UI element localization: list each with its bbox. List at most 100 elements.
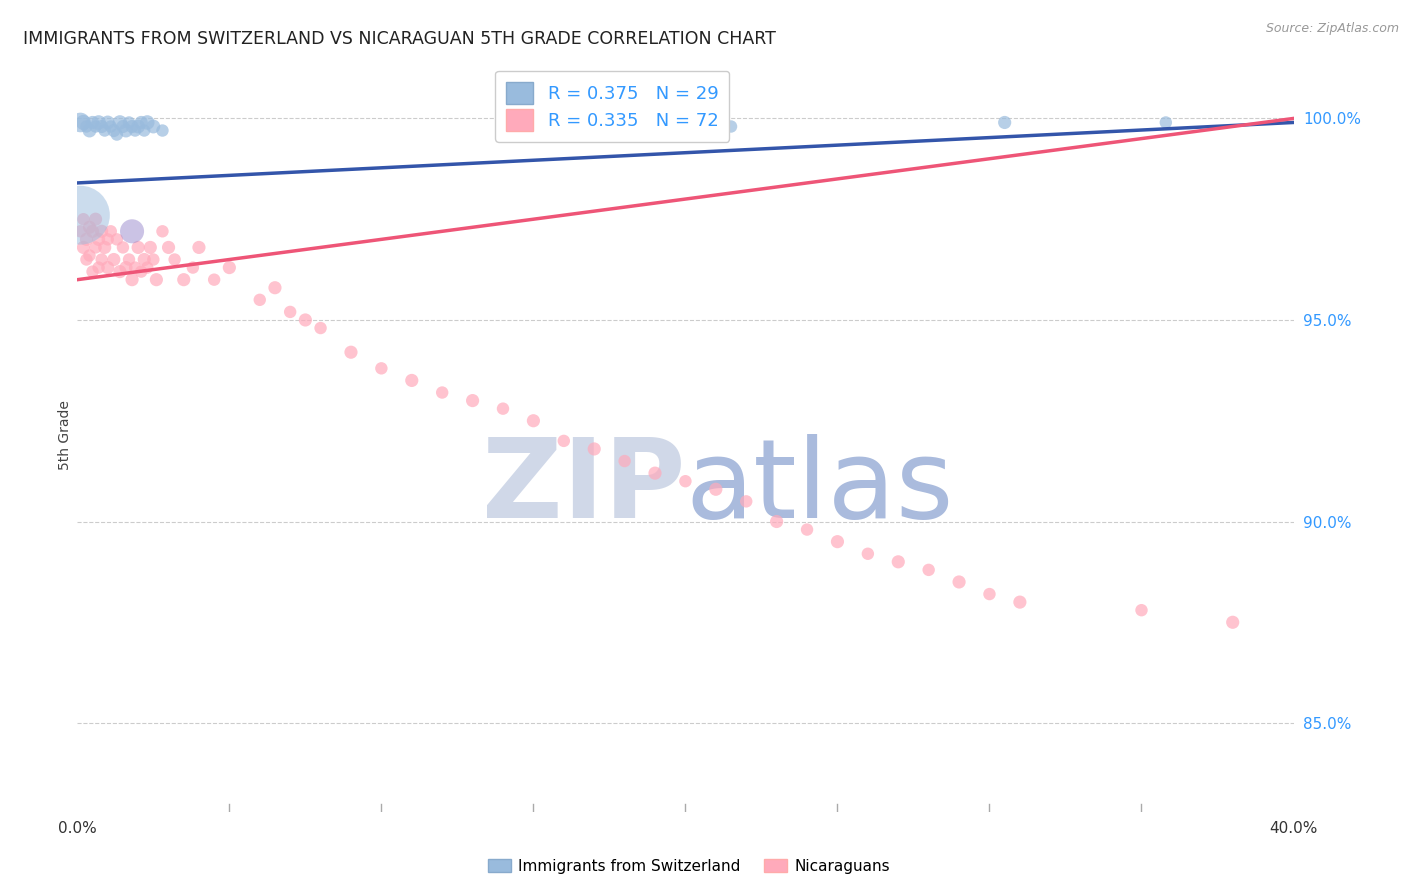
- Point: [918, 563, 941, 577]
- Point: [97, 115, 120, 129]
- Point: [492, 401, 515, 416]
- Point: [401, 373, 423, 387]
- Point: [72, 240, 94, 254]
- Y-axis label: 5th Grade: 5th Grade: [58, 400, 72, 470]
- Point: [309, 321, 332, 335]
- Point: [461, 393, 484, 408]
- Point: [75, 252, 97, 267]
- Point: [103, 123, 125, 137]
- Point: [72, 212, 94, 227]
- Point: [79, 220, 101, 235]
- Point: [87, 115, 110, 129]
- Point: [100, 120, 122, 134]
- Point: [93, 240, 115, 254]
- Point: [121, 273, 143, 287]
- Point: [157, 240, 180, 254]
- Point: [103, 252, 125, 267]
- Point: [121, 224, 143, 238]
- Point: [1154, 115, 1177, 129]
- Point: [173, 273, 195, 287]
- Point: [979, 587, 1001, 601]
- Point: [82, 115, 104, 129]
- Point: [93, 123, 115, 137]
- Point: [735, 494, 758, 508]
- Point: [84, 212, 107, 227]
- Point: [105, 128, 128, 142]
- Point: [644, 466, 666, 480]
- Point: [704, 115, 727, 129]
- Point: [948, 574, 970, 589]
- Point: [69, 224, 91, 238]
- Point: [82, 264, 104, 278]
- Legend: Immigrants from Switzerland, Nicaraguans: Immigrants from Switzerland, Nicaraguans: [482, 853, 896, 880]
- Point: [79, 123, 101, 137]
- Point: [129, 264, 152, 278]
- Point: [432, 385, 454, 400]
- Point: [124, 260, 146, 275]
- Point: [127, 120, 149, 134]
- Point: [134, 123, 156, 137]
- Point: [82, 224, 104, 238]
- Point: [108, 264, 131, 278]
- Point: [111, 120, 134, 134]
- Point: [105, 232, 128, 246]
- Point: [72, 115, 94, 129]
- Point: [720, 120, 742, 134]
- Point: [1008, 595, 1031, 609]
- Point: [121, 120, 143, 134]
- Point: [115, 260, 138, 275]
- Point: [127, 240, 149, 254]
- Point: [994, 115, 1017, 129]
- Point: [118, 252, 141, 267]
- Point: [522, 414, 544, 428]
- Point: [1222, 615, 1244, 630]
- Point: [827, 534, 849, 549]
- Point: [75, 120, 97, 134]
- Point: [136, 260, 159, 275]
- Point: [100, 224, 122, 238]
- Point: [139, 240, 162, 254]
- Point: [613, 454, 636, 468]
- Point: [181, 260, 204, 275]
- Text: atlas: atlas: [686, 434, 953, 541]
- Point: [90, 252, 112, 267]
- Text: ZIP: ZIP: [482, 434, 686, 541]
- Point: [796, 523, 818, 537]
- Point: [136, 115, 159, 129]
- Point: [152, 123, 174, 137]
- Point: [370, 361, 392, 376]
- Point: [583, 442, 606, 456]
- Legend: R = 0.375   N = 29, R = 0.335   N = 72: R = 0.375 N = 29, R = 0.335 N = 72: [495, 70, 730, 142]
- Point: [118, 115, 141, 129]
- Point: [704, 483, 727, 497]
- Point: [90, 224, 112, 238]
- Point: [856, 547, 879, 561]
- Point: [75, 232, 97, 246]
- Point: [129, 115, 152, 129]
- Point: [163, 252, 186, 267]
- Point: [264, 281, 287, 295]
- Point: [97, 260, 120, 275]
- Point: [675, 474, 697, 488]
- Point: [84, 120, 107, 134]
- Point: [69, 208, 91, 222]
- Point: [97, 232, 120, 246]
- Point: [145, 273, 167, 287]
- Point: [188, 240, 211, 254]
- Point: [84, 240, 107, 254]
- Point: [124, 123, 146, 137]
- Point: [142, 120, 165, 134]
- Point: [87, 260, 110, 275]
- Point: [765, 515, 787, 529]
- Point: [152, 224, 174, 238]
- Text: Source: ZipAtlas.com: Source: ZipAtlas.com: [1265, 22, 1399, 36]
- Point: [553, 434, 575, 448]
- Point: [294, 313, 316, 327]
- Point: [278, 305, 301, 319]
- Point: [887, 555, 910, 569]
- Point: [134, 252, 156, 267]
- Point: [142, 252, 165, 267]
- Point: [115, 123, 138, 137]
- Point: [69, 115, 91, 129]
- Text: IMMIGRANTS FROM SWITZERLAND VS NICARAGUAN 5TH GRADE CORRELATION CHART: IMMIGRANTS FROM SWITZERLAND VS NICARAGUA…: [22, 30, 776, 48]
